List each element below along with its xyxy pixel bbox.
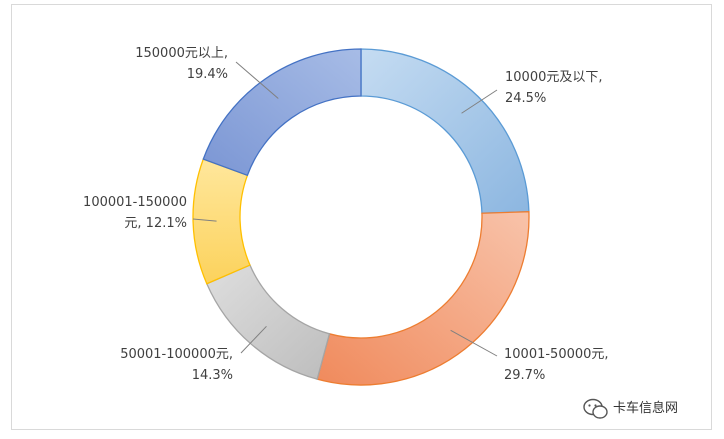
data-label-3: 50001-100000元, 14.3% xyxy=(120,347,233,383)
data-label-1: 10000元及以下, 24.5% xyxy=(505,70,603,106)
leader-line-1 xyxy=(461,89,498,114)
donut-slice-2 xyxy=(316,211,530,386)
donut-slice-3 xyxy=(205,264,331,380)
watermark: 卡车信息网 xyxy=(583,398,678,419)
watermark-text: 卡车信息网 xyxy=(613,400,678,416)
donut-slice-1 xyxy=(360,48,530,214)
donut-slice-4 xyxy=(192,158,251,285)
wechat-icon xyxy=(583,398,608,419)
leader-line-3 xyxy=(240,325,267,354)
donut-slice-5 xyxy=(202,48,362,177)
leader-line-2 xyxy=(450,329,498,357)
leader-line-4 xyxy=(192,218,217,222)
data-label-2: 10001-50000元, 29.7% xyxy=(504,347,609,383)
data-label-5: 150000元以上, 19.4% xyxy=(135,46,228,82)
leader-line-5 xyxy=(235,61,279,99)
data-label-4: 100001-150000 元, 12.1% xyxy=(83,195,187,231)
